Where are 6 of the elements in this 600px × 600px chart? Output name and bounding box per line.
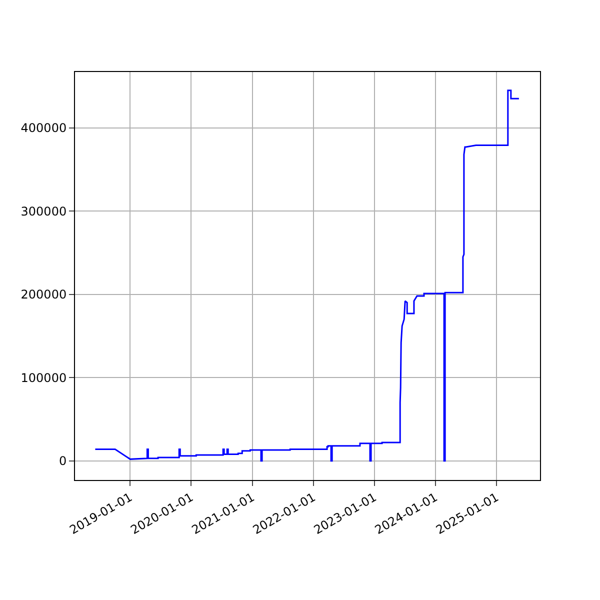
line-series [94,90,520,462]
y-tick-label: 100000 [20,370,67,385]
y-tick-label: 300000 [20,204,67,218]
y-tick-label: 200000 [20,288,67,302]
y-tick-label: 0 [58,454,67,468]
y-tick-label: 400000 [20,120,67,135]
